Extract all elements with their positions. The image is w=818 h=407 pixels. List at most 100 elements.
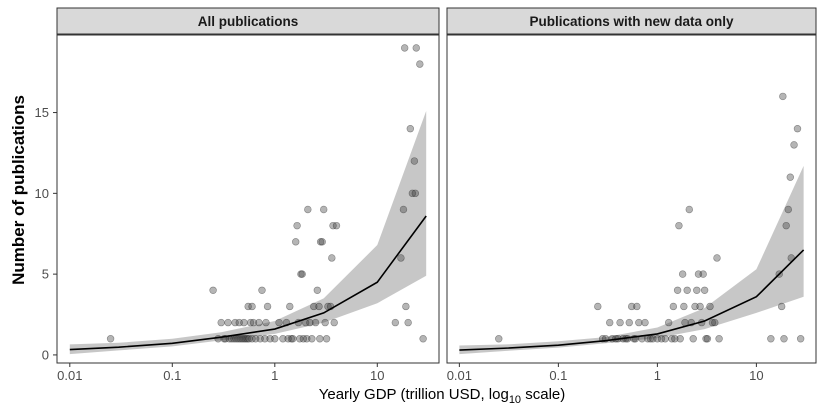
data-point: [251, 335, 260, 343]
data-point: [400, 44, 409, 52]
data-point: [231, 318, 239, 327]
x-axis-label-end: scale): [521, 386, 565, 403]
data-point: [286, 302, 294, 311]
data-point: [673, 286, 682, 294]
y-tick-label: 10: [35, 186, 49, 201]
data-point: [700, 286, 709, 294]
data-point: [224, 318, 232, 327]
facet-title: All publications: [198, 14, 299, 29]
data-point: [703, 335, 712, 343]
data-point: [411, 189, 420, 198]
data-point: [311, 318, 320, 327]
data-point: [271, 335, 279, 343]
data-point: [397, 254, 405, 262]
data-point: [245, 335, 253, 343]
data-point: [289, 335, 297, 343]
data-point: [235, 318, 243, 327]
y-tick-label: 15: [35, 105, 49, 120]
data-point: [694, 270, 703, 278]
data-point: [780, 335, 788, 343]
data-point: [696, 302, 704, 311]
data-point: [685, 205, 693, 214]
x-tick-label: 0.1: [163, 368, 181, 383]
data-point: [240, 335, 248, 343]
data-point: [676, 335, 684, 343]
data-point: [653, 335, 662, 343]
data-point: [391, 318, 400, 327]
data-point: [408, 189, 417, 198]
data-point: [248, 302, 256, 311]
data-point: [706, 302, 714, 311]
data-point: [693, 286, 701, 294]
data-point: [657, 335, 666, 343]
data-point: [406, 125, 415, 133]
fit-line: [69, 215, 427, 351]
data-point: [786, 173, 794, 181]
plot-area: [447, 35, 816, 363]
plot-area: [57, 35, 439, 363]
x-tick-label: 1: [271, 368, 278, 383]
data-point: [678, 270, 687, 278]
data-point: [321, 318, 329, 327]
panel-border: [446, 34, 817, 364]
data-point: [284, 335, 292, 343]
data-point: [680, 302, 688, 311]
data-point: [263, 302, 272, 311]
data-point: [315, 302, 323, 311]
data-point: [330, 318, 338, 327]
data-point: [329, 221, 337, 230]
data-point: [106, 335, 115, 343]
confidence-band: [459, 165, 804, 355]
data-point: [410, 157, 419, 165]
data-point: [262, 318, 270, 327]
data-point: [261, 335, 269, 343]
data-point: [412, 44, 420, 52]
data-point: [649, 335, 657, 343]
data-point: [699, 270, 707, 278]
data-point: [304, 205, 312, 214]
data-point: [633, 302, 641, 311]
data-point: [702, 335, 710, 343]
data-point: [246, 318, 255, 327]
data-point: [209, 286, 217, 294]
data-point: [635, 318, 643, 327]
data-point: [793, 125, 802, 133]
data-point: [790, 141, 798, 149]
data-point: [310, 302, 318, 311]
data-point: [691, 302, 699, 311]
data-point: [238, 335, 246, 343]
data-point: [784, 205, 792, 214]
data-point: [689, 335, 697, 343]
data-point: [715, 335, 723, 343]
data-point: [322, 335, 331, 343]
data-point: [293, 221, 301, 230]
data-point: [625, 318, 633, 327]
data-point: [308, 335, 316, 343]
data-point: [244, 302, 252, 311]
y-tick-label: 0: [42, 347, 49, 362]
x-tick-label: 0.01: [447, 368, 472, 383]
data-point: [777, 302, 786, 311]
data-point: [675, 221, 683, 230]
data-point: [296, 335, 304, 343]
data-point: [399, 205, 408, 214]
data-point: [240, 318, 248, 327]
data-point: [668, 335, 676, 343]
x-tick-label: 10: [370, 368, 384, 383]
data-point: [279, 335, 287, 343]
data-point: [779, 92, 787, 101]
data-point: [313, 286, 322, 294]
data-point: [318, 238, 326, 246]
data-point: [669, 302, 678, 311]
panel-1: All publications 0.01 0.1 1 10 0 5 10 15: [35, 7, 440, 383]
data-point: [713, 254, 721, 262]
data-point: [241, 335, 250, 343]
data-point: [495, 335, 503, 343]
data-point: [404, 318, 412, 327]
data-point: [594, 302, 602, 311]
confidence-band: [69, 110, 427, 355]
data-point: [419, 335, 427, 343]
panel-2: Publications with new data only 0.01 0.1 1 1…: [446, 7, 817, 383]
panel-border: [56, 34, 440, 364]
